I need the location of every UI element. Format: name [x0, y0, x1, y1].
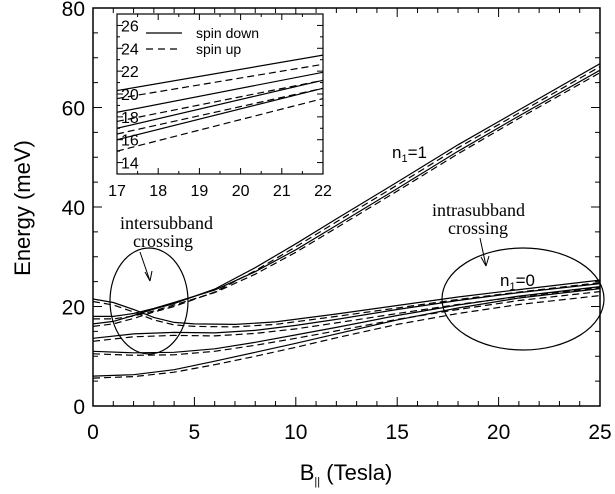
legend-label-spin-down: spin down: [196, 25, 259, 41]
inset-x-tick-label: 22: [314, 183, 332, 200]
intrasubband-arrowhead: [480, 255, 490, 267]
series-line-spin-up: [93, 72, 600, 320]
n1-upper-label: n1=1: [392, 143, 427, 165]
inset-x-tick-label: 20: [232, 183, 250, 200]
x-tick-label: 0: [87, 421, 99, 444]
inset-series: [117, 54, 323, 152]
inset-frame: [116, 13, 324, 175]
inset-series-line-spin-up: [117, 79, 323, 123]
inset-series-line-spin-down: [117, 87, 323, 141]
x-tick-label: 25: [588, 421, 611, 444]
series-line-spin-down: [93, 63, 600, 325]
y-tick-label: 0: [73, 396, 85, 419]
inset-series-line-spin-down: [117, 54, 323, 92]
inset-tick-labels: 17 18 19 20 21 22 14 16 18 20 22 24 26: [108, 18, 332, 200]
inset-y-tick-label: 24: [121, 41, 139, 58]
series-line-spin-down: [93, 283, 600, 339]
inset-ticks: [116, 13, 324, 175]
intrasubband-crossing-ellipse: [441, 247, 605, 351]
inset-y-tick-label: 26: [121, 18, 139, 35]
inset-y-tick-label: 22: [121, 64, 139, 81]
inset-series-line-spin-up: [117, 97, 323, 152]
series-line-spin-up: [93, 287, 600, 342]
series-line-spin-up: [93, 282, 600, 328]
n1-lower-label: n1=0: [500, 271, 535, 293]
intersubband-crossing-circle: [109, 247, 189, 355]
intersubband-label-line1: intersubband: [120, 213, 213, 233]
inset-y-tick-label: 18: [121, 110, 139, 127]
x-tick-label: 15: [386, 421, 409, 444]
x-tick-label: 20: [487, 421, 510, 444]
intrasubband-arrow: [479, 237, 487, 267]
series-line-spin-up: [93, 291, 600, 356]
inset-series-line-spin-down: [117, 71, 323, 113]
x-tick-label: 5: [189, 421, 201, 444]
inset-x-tick-label: 18: [149, 183, 167, 200]
series-line-spin-up: [93, 66, 600, 327]
x-axis-label: B|| (Tesla): [300, 460, 393, 488]
intersubband-label-line2: crossing: [133, 231, 193, 251]
y-tick-label: 60: [62, 98, 85, 121]
legend-label-spin-up: spin up: [196, 41, 241, 57]
main-tick-labels: 0 5 10 15 20 25 0 20 40 60 80: [62, 0, 612, 444]
intersubband-arrow: [139, 251, 151, 282]
inset-x-tick-label: 21: [273, 183, 291, 200]
intersubband-arrowhead: [144, 270, 153, 282]
inset-series-line-spin-down: [117, 79, 323, 129]
y-tick-label: 20: [62, 297, 85, 320]
inset-y-tick-label: 20: [121, 87, 139, 104]
series-line-spin-down: [93, 279, 600, 326]
inset-x-tick-label: 17: [108, 183, 126, 200]
y-axis-label: Energy (meV): [10, 140, 35, 276]
inset-series-line-spin-up: [117, 63, 323, 100]
y-tick-label: 40: [62, 197, 85, 220]
inset-x-tick-label: 19: [191, 183, 209, 200]
inset-series-line-spin-up: [117, 87, 323, 135]
y-tick-label: 80: [62, 0, 85, 21]
intrasubband-label-line1: intrasubband: [432, 200, 525, 220]
series-line-spin-up: [93, 295, 600, 379]
main-ticks: [92, 7, 601, 407]
inset-y-tick-label: 16: [121, 133, 139, 150]
main-series: [93, 63, 600, 379]
inset-y-tick-label: 14: [121, 156, 139, 173]
series-line-spin-down: [93, 288, 600, 377]
intrasubband-label-line2: crossing: [448, 218, 508, 238]
series-line-spin-down: [93, 69, 600, 317]
x-tick-label: 10: [284, 421, 307, 444]
